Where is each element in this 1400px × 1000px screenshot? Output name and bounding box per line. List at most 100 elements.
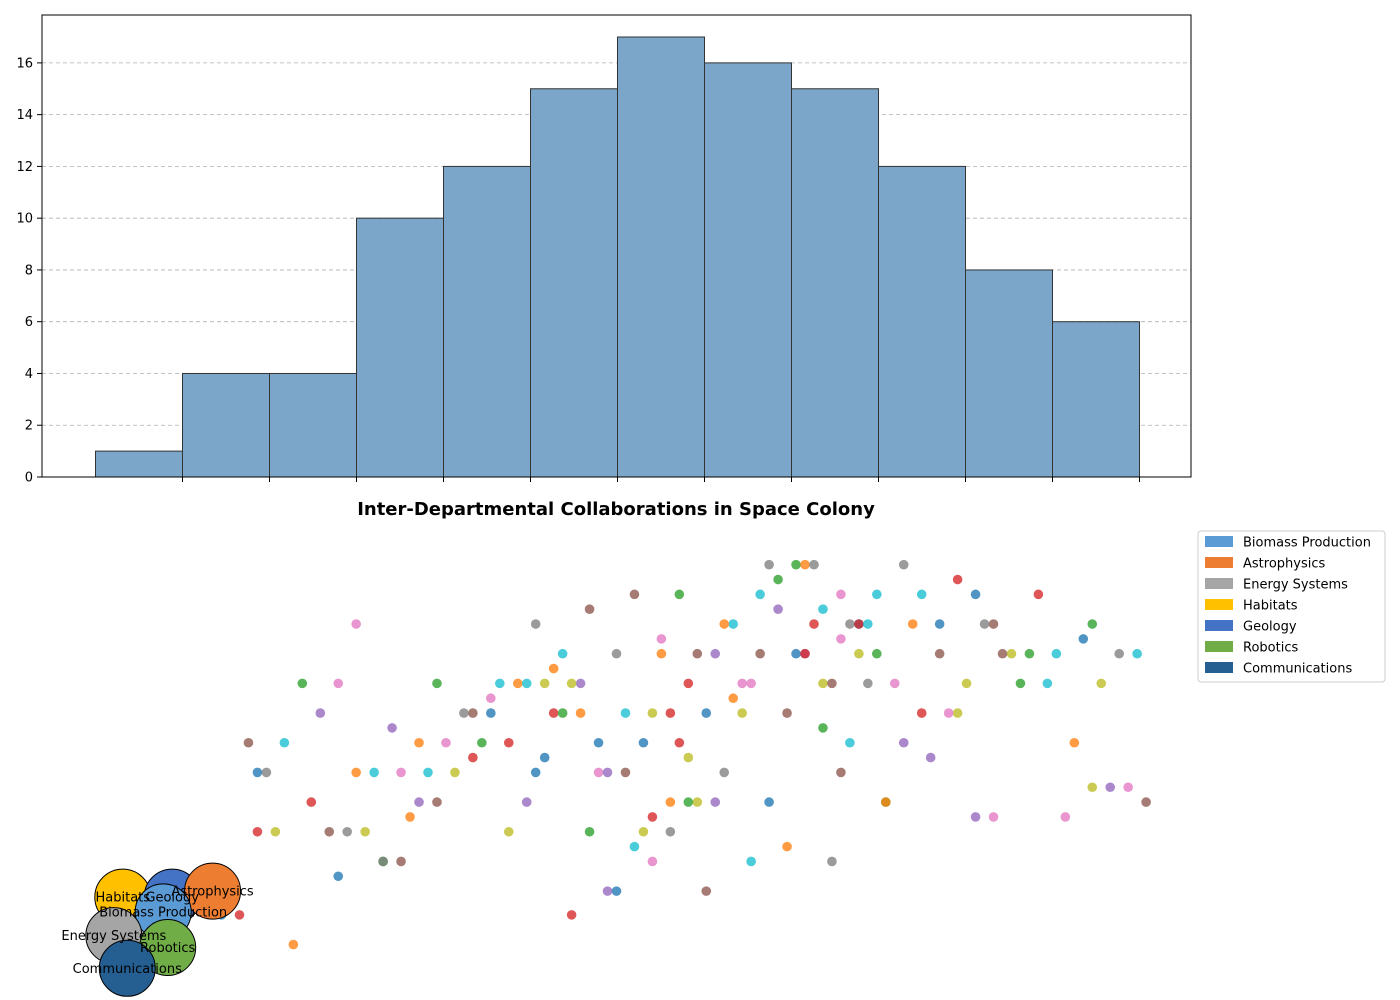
collaboration-point [548,708,559,718]
histogram-y-ticks: 0 2 4 6 8 10 12 14 16 [16,56,42,486]
collaboration-point [441,737,451,748]
department-node-label: Geology [145,891,199,906]
collaboration-points [216,559,1151,950]
collaboration-point [880,797,891,807]
legend-label: Geology [1243,620,1297,635]
collaboration-point [468,752,478,763]
collaboration-point [414,797,424,807]
collaboration-point [1141,797,1151,807]
collaboration-point [360,826,370,837]
collaboration-point [728,619,738,629]
collaboration-point [279,737,290,748]
collaboration-point [584,826,595,837]
collaboration-point [629,589,640,600]
collaboration-point [629,841,640,852]
histogram-bar [1052,321,1140,478]
y-tick-label: 0 [25,471,33,486]
legend-label: Energy Systems [1243,578,1348,593]
collaboration-point [647,708,658,718]
collaboration-point [1015,678,1026,689]
collaboration-point [665,797,676,807]
collaboration-point [378,856,388,867]
collaboration-point [683,797,694,807]
collaboration-point [1123,782,1133,793]
collaboration-point [737,678,747,689]
collaboration-point [432,678,442,689]
collaboration-point [854,619,864,629]
collaboration-point [521,797,532,807]
collaboration-point [557,708,568,718]
collaboration-point [593,737,604,748]
collaboration-point [351,619,361,629]
department-node [184,862,242,920]
collaboration-point [934,648,945,659]
department-node [98,939,156,997]
collaboration-point [351,767,361,778]
histogram-bar [95,450,183,478]
collaboration-point [773,574,783,585]
collaboration-point [324,826,335,837]
collaboration-point [495,678,505,689]
collaboration-point [620,708,631,718]
collaboration-point [1024,648,1035,659]
collaboration-point [1033,589,1044,600]
collaboration-point [656,634,667,644]
collaboration-point [961,678,972,689]
histogram-bar [269,372,357,478]
collaboration-point [539,678,550,689]
department-node-label: Communications [73,962,182,977]
histogram-bars [95,36,1140,478]
collaboration-point [396,767,406,778]
legend-swatch [1205,536,1233,547]
collaboration-point [845,737,855,748]
collaboration-point [934,619,945,629]
y-tick-label: 12 [16,160,33,175]
collaboration-point [925,752,936,763]
department-node-label: Biomass Production [99,905,227,920]
collaboration-point [952,574,963,585]
collaboration-point [261,767,272,778]
collaboration-point [593,767,604,778]
collaboration-point [557,648,568,659]
collaboration-point [243,737,254,748]
collaboration-point [809,619,819,629]
legend-swatch [1205,662,1233,673]
collaboration-point [530,619,541,629]
collaboration-point [692,797,703,807]
collaboration-point [486,708,496,718]
histogram-frame [41,14,1192,478]
collaboration-point [486,693,496,704]
collaboration-point [503,737,514,748]
collaboration-point [270,826,281,837]
histogram-bar [704,62,792,478]
collaboration-point [701,886,712,896]
collaboration-point [548,663,559,674]
collaboration-point [728,693,738,704]
collaboration-point [836,589,846,600]
collaboration-point [1069,737,1080,748]
collaboration-point [907,619,918,629]
collaboration-point [970,589,981,600]
collaboration-point [575,708,586,718]
collaboration-point [872,648,882,659]
collaboration-point [791,648,801,659]
legend-swatch [1205,599,1233,610]
collaboration-point [692,648,703,659]
legend-swatch [1205,641,1233,652]
department-node-label: Habitats [96,891,151,906]
collaboration-point [468,708,478,718]
collaboration-point [369,767,379,778]
collaboration-point [405,812,415,822]
collaboration-point [252,826,263,837]
collaboration-point [791,559,801,570]
legend-items: Biomass Production Astrophysics Energy Sys… [1205,536,1371,677]
legend-frame [1197,530,1386,683]
collaboration-point [252,767,263,778]
collaboration-point [477,737,487,748]
collaboration-point [764,559,774,570]
collaboration-point [575,678,586,689]
collaboration-point [432,797,442,807]
collaboration-point [1006,648,1017,659]
histogram-bar [791,88,879,478]
